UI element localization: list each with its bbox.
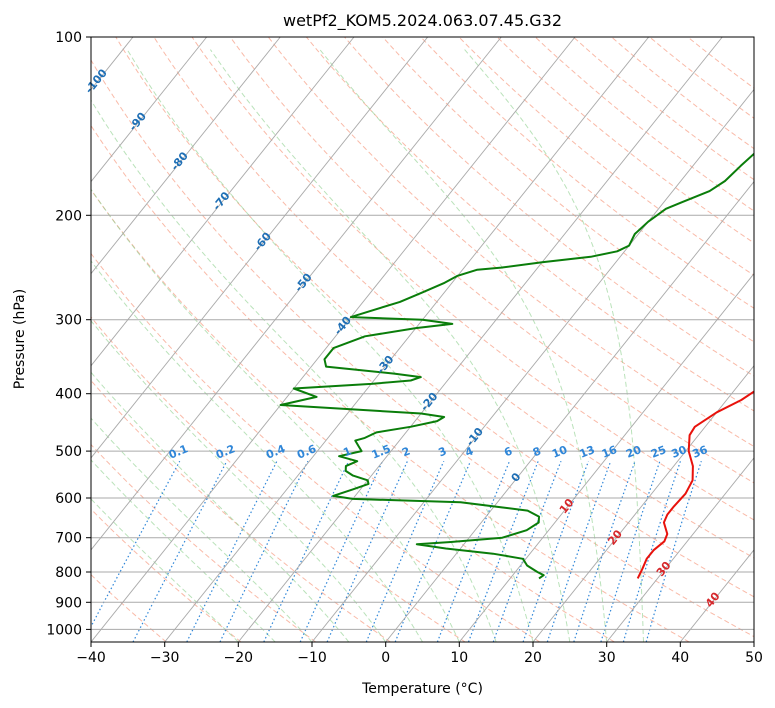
isotherm [91, 37, 576, 642]
dry-adiabat [91, 59, 754, 638]
y-tick-label: 400 [55, 387, 82, 403]
dry-adiabat [382, 37, 754, 343]
mixing-ratio-line [326, 460, 408, 642]
y-axis-label: Pressure (hPa) [12, 289, 28, 389]
mixing-ratio-label: 30 [670, 443, 689, 461]
x-tick-label: −30 [150, 650, 180, 666]
mixing-ratio-line [394, 460, 472, 642]
mixing-ratio-line [467, 460, 539, 642]
dry-adiabat [306, 37, 754, 412]
plot-background [91, 37, 754, 642]
mixing-ratio-line [645, 461, 702, 642]
chart-title: wetPf2_KOM5.2024.063.07.45.G32 [283, 11, 562, 31]
x-tick-label: −10 [297, 650, 327, 666]
dry-adiabat [91, 508, 242, 642]
moist-adiabat [319, 49, 608, 642]
dewpoint-line [279, 152, 754, 580]
mixing-ratio-line [263, 460, 350, 642]
x-tick-label: −20 [224, 650, 254, 666]
mixing-ratio-line [522, 460, 590, 642]
x-tick-label: 10 [450, 650, 468, 666]
dry-adiabat [534, 37, 754, 212]
mixing-ratio-label: 10 [550, 443, 569, 461]
isotherm [606, 457, 754, 642]
dry-adiabat [91, 124, 690, 642]
y-tick-label: 1000 [46, 622, 82, 638]
mixing-ratio-label: 36 [690, 443, 709, 461]
mixing-ratio-label: 16 [600, 443, 619, 461]
isotherm [532, 365, 754, 642]
dry-adiabat [91, 443, 316, 642]
dry-adiabat [91, 316, 466, 642]
y-tick-label: 100 [55, 30, 82, 46]
mixing-ratio-label: 1 [341, 444, 353, 459]
x-tick-label: 20 [524, 650, 542, 666]
moist-adiabat [91, 320, 387, 642]
grid-layer [0, 37, 754, 642]
moist-adiabat [209, 49, 571, 642]
mixing-ratio-label: 2 [400, 444, 412, 459]
moist-adiabat [91, 260, 423, 642]
temperature-line [636, 390, 754, 579]
moist-adiabat [91, 99, 497, 642]
moist-adiabat [464, 49, 644, 642]
y-tick-label: 300 [55, 313, 82, 329]
dry-adiabat [153, 37, 754, 559]
isotherm [91, 37, 281, 275]
isotherm [458, 272, 754, 642]
dry-adiabat [115, 37, 754, 598]
series-layer [279, 152, 754, 580]
plot-frame [90, 36, 755, 643]
mixing-ratio-label: 3 [437, 444, 449, 459]
x-tick-label: 50 [745, 650, 763, 666]
mixing-ratio-label: 8 [531, 444, 543, 459]
mixing-ratio-line [365, 460, 445, 642]
tick-layer: −40 −30 −20 −10 0 10 20 30 40 50 100 200 300 400 500 60… [46, 30, 763, 666]
y-tick-label: 700 [55, 531, 82, 547]
mixing-ratio-line [219, 460, 309, 642]
x-tick-label: −40 [76, 650, 106, 666]
isotherm [164, 37, 650, 642]
x-tick-label: 40 [671, 650, 689, 666]
mixing-ratio-line [492, 460, 562, 642]
mixing-ratio-label: 13 [578, 443, 597, 461]
dry-adiabat [191, 37, 754, 521]
y-tick-label: 800 [55, 565, 82, 581]
isotherm [0, 37, 59, 642]
y-tick-label: 500 [55, 444, 82, 460]
dry-adiabat [267, 37, 754, 448]
isotherm [311, 88, 754, 642]
dry-adiabat [91, 252, 541, 642]
mixing-ratio-line [186, 460, 278, 642]
x-tick-label: 30 [598, 650, 616, 666]
isotherm [753, 641, 754, 642]
mixing-ratio-line [299, 460, 384, 642]
isotherm [237, 37, 723, 642]
isotherm [91, 37, 208, 183]
y-tick-label: 200 [55, 208, 82, 224]
moist-adiabat [126, 49, 534, 642]
mixing-ratio-label: 20 [624, 443, 643, 461]
x-axis-label: Temperature (°C) [361, 681, 483, 697]
isotherm [91, 37, 355, 367]
y-tick-label: 900 [55, 595, 82, 611]
mixing-ratio-label: 25 [649, 443, 668, 461]
isotherm [91, 37, 502, 551]
y-tick-label: 600 [55, 491, 82, 507]
x-tick-label: 0 [381, 650, 390, 666]
isotherm [91, 37, 429, 459]
moist-adiabat [91, 498, 239, 642]
dry-adiabat [611, 37, 754, 150]
